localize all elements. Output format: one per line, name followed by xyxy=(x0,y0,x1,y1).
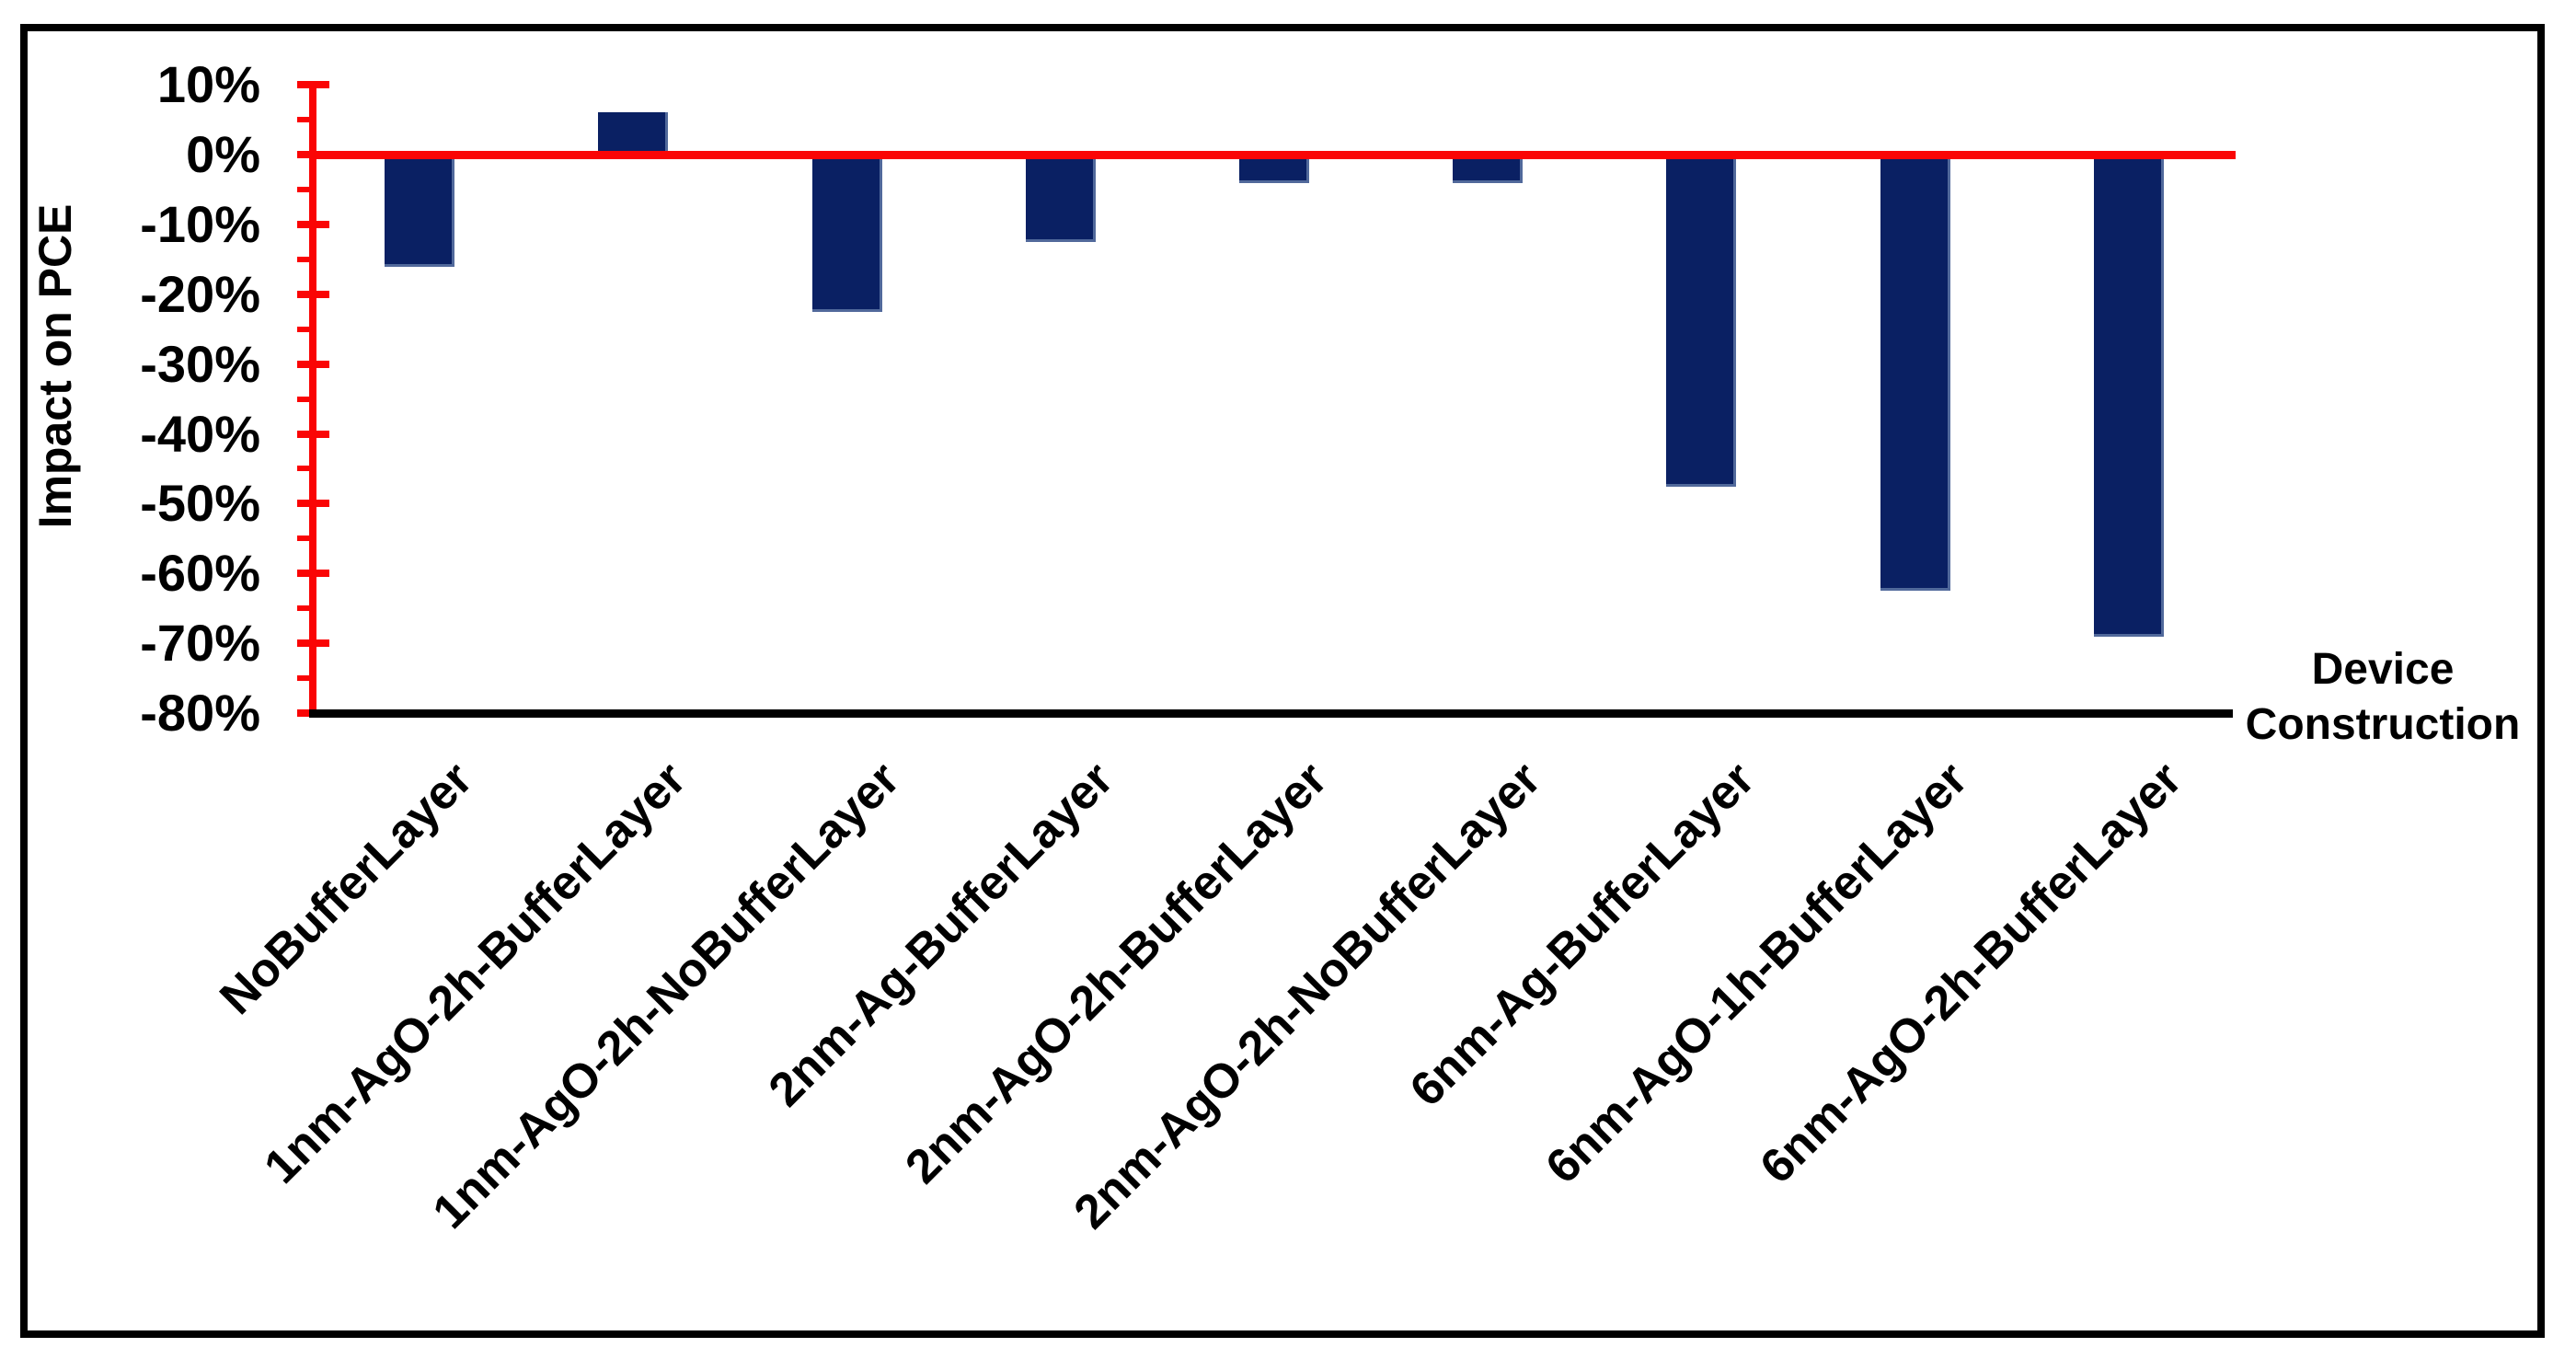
y-minor-tick xyxy=(297,256,316,262)
bar xyxy=(1666,151,1737,487)
x-category-label: 2nm-AgO-2h-BufferLayer xyxy=(895,752,1338,1194)
bar xyxy=(2093,151,2164,637)
x-category-label: 6nm-AgO-1h-BufferLayer xyxy=(1535,752,1979,1194)
y-major-tick xyxy=(297,430,329,438)
x-category-label: 1nm-AgO-2h-BufferLayer xyxy=(254,752,696,1194)
y-major-tick xyxy=(297,500,329,508)
x-axis-line xyxy=(309,709,2233,718)
x-category-label: 6nm-AgO-2h-BufferLayer xyxy=(1750,752,2192,1194)
bar xyxy=(1025,151,1096,243)
y-minor-tick xyxy=(297,536,316,542)
y-minor-tick xyxy=(297,605,316,612)
bar xyxy=(385,151,455,267)
x-category-label: 2nm-Ag-BufferLayer xyxy=(758,752,1124,1117)
bar xyxy=(811,151,882,312)
zero-line xyxy=(309,150,2236,159)
y-major-tick xyxy=(297,290,329,298)
bar xyxy=(1880,151,1950,592)
y-tick-label: 10% xyxy=(156,55,260,114)
y-tick-label: -50% xyxy=(140,474,260,533)
y-minor-tick xyxy=(297,117,316,123)
y-tick-label: -20% xyxy=(140,264,260,323)
x-category-label: 1nm-AgO-2h-NoBufferLayer xyxy=(422,752,910,1239)
y-major-tick xyxy=(297,151,329,158)
y-major-tick xyxy=(297,639,329,648)
y-major-tick xyxy=(297,570,329,578)
y-tick-label: 0% xyxy=(186,125,260,183)
y-major-tick xyxy=(297,81,329,89)
y-tick-label: -80% xyxy=(140,684,260,742)
x-category-label: 6nm-Ag-BufferLayer xyxy=(1399,752,1765,1117)
y-major-tick xyxy=(297,360,329,368)
y-minor-tick xyxy=(297,186,316,192)
y-tick-label: -40% xyxy=(140,404,260,463)
y-tick-label: -30% xyxy=(140,334,260,393)
x-category-label: 2nm-AgO-2h-NoBufferLayer xyxy=(1064,752,1551,1239)
y-axis-title: Impact on PCE xyxy=(29,203,81,529)
y-minor-tick xyxy=(297,466,316,472)
y-tick-label: -60% xyxy=(140,544,260,603)
y-minor-tick xyxy=(297,396,316,402)
y-tick-label: -70% xyxy=(140,614,260,673)
y-minor-tick xyxy=(297,675,316,682)
y-minor-tick xyxy=(297,326,316,332)
x-axis-title: Device Construction xyxy=(2245,645,2521,749)
y-major-tick xyxy=(297,220,329,228)
y-tick-label: -10% xyxy=(140,194,260,253)
